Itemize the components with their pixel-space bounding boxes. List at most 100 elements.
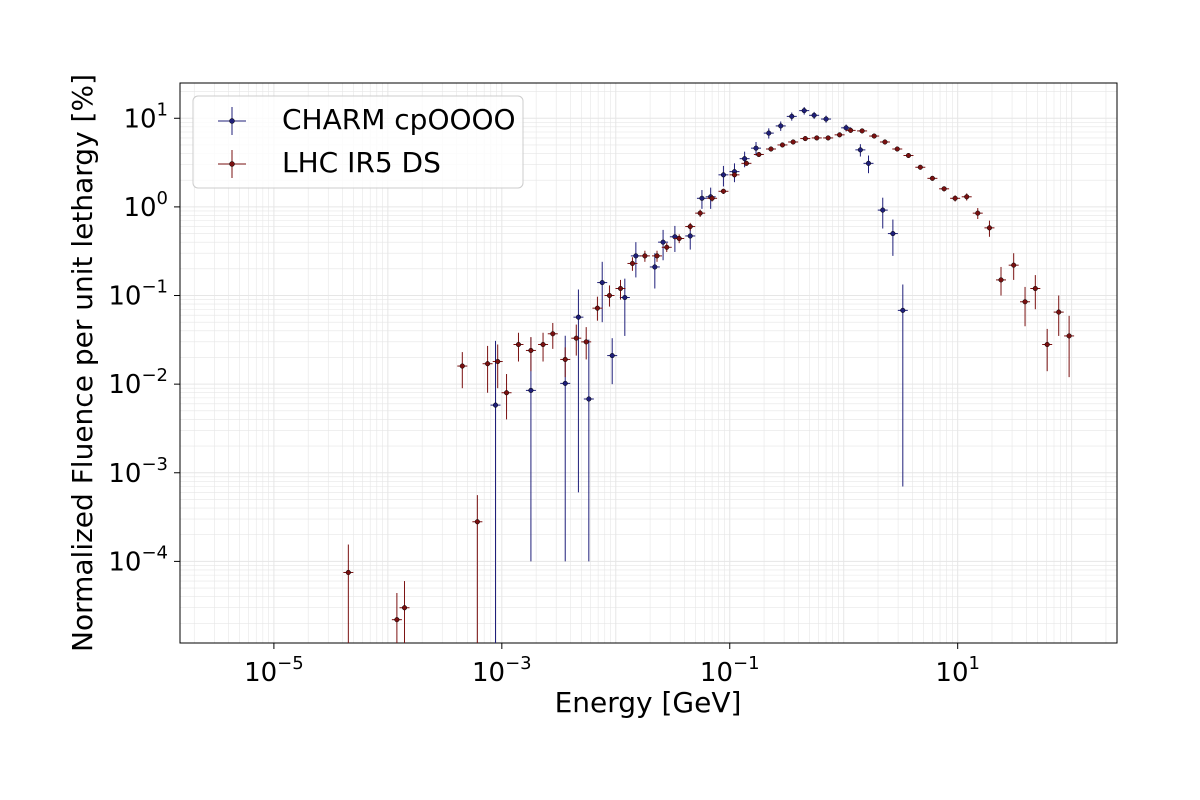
data-point [609, 353, 615, 359]
data-point [894, 146, 900, 152]
data-point [540, 341, 546, 348]
data-point [633, 253, 639, 259]
data-point [857, 147, 863, 153]
data-point [345, 569, 351, 576]
data-point [766, 130, 772, 136]
data-point [492, 402, 499, 408]
data-point [941, 186, 947, 192]
legend-point [229, 161, 235, 167]
data-point [743, 160, 749, 166]
data-point [753, 145, 759, 151]
data-point [664, 244, 670, 250]
data-point [998, 277, 1004, 283]
data-point [1011, 262, 1017, 268]
data-point [1056, 309, 1062, 315]
legend-marker-lhc [218, 150, 246, 178]
data-point [515, 341, 522, 348]
data-point [652, 264, 658, 270]
legend: CHARM cpOOOO LHC IR5 DS [192, 95, 524, 189]
y-tick-label: 100 [123, 188, 168, 223]
legend-box [192, 95, 524, 189]
legend-marker-charm [218, 107, 246, 135]
data-point [986, 225, 993, 231]
data-point [1066, 333, 1072, 339]
data-point [964, 194, 970, 200]
data-point [622, 294, 628, 301]
data-point [617, 285, 624, 292]
data-point [550, 331, 556, 337]
data-point [1032, 285, 1038, 292]
x-tick-label: 10−5 [244, 653, 304, 688]
data-point [528, 347, 534, 353]
data-point [562, 356, 568, 362]
data-point [790, 139, 796, 145]
data-point [654, 253, 660, 259]
legend-label-lhc: LHC IR5 DS [282, 146, 441, 179]
data-point [586, 396, 592, 402]
data-point [952, 195, 958, 201]
data-point [495, 358, 501, 365]
y-tick-label: 10−2 [108, 365, 168, 400]
data-point [837, 132, 843, 138]
data-point [687, 233, 693, 239]
y-tick-label: 101 [123, 99, 168, 134]
data-point [687, 224, 693, 230]
data-point [768, 146, 774, 152]
data-point [720, 172, 726, 178]
data-point [801, 108, 807, 114]
data-point [594, 305, 600, 311]
data-point [890, 231, 896, 237]
y-axis-label: Normalized Fluence per unit lethargy [%] [66, 74, 99, 652]
x-tick-labels: 10−5 10−3 10−1 101 [244, 653, 980, 688]
data-series [343, 107, 1075, 643]
y-tick-labels: 10−4 10−3 10−2 10−1 100 101 [108, 99, 168, 577]
data-point [394, 617, 400, 623]
data-point [583, 339, 589, 345]
x-axis-label: Energy [GeV] [555, 686, 742, 719]
data-point [859, 128, 865, 134]
data-point [720, 188, 726, 194]
data-point [802, 136, 808, 142]
data-point [823, 116, 829, 122]
data-point [459, 363, 465, 369]
legend-label-charm: CHARM cpOOOO [282, 103, 516, 136]
data-point [474, 519, 480, 525]
data-point [709, 195, 715, 201]
data-point [848, 127, 854, 133]
data-point [599, 280, 605, 286]
data-point [789, 113, 795, 119]
plot-area-frame [179, 82, 1118, 644]
data-point [778, 123, 784, 129]
series-lhc [343, 127, 1075, 643]
data-point [606, 292, 613, 299]
data-point [929, 175, 935, 181]
data-point [672, 234, 678, 240]
data-point [676, 235, 682, 242]
y-tick-label: 10−4 [108, 542, 168, 577]
data-point [1044, 341, 1050, 348]
data-point [503, 390, 510, 396]
data-point [699, 195, 705, 201]
x-tick-label: 10−3 [472, 653, 532, 688]
x-tick-label: 10−1 [700, 653, 760, 688]
data-point [575, 314, 581, 320]
data-point [975, 210, 981, 216]
data-point [629, 260, 635, 267]
data-point [697, 210, 703, 216]
axis-ticks [174, 117, 959, 649]
y-tick-label: 10−1 [108, 277, 168, 312]
data-point [900, 307, 906, 313]
data-point [401, 605, 408, 611]
data-point [779, 142, 786, 148]
data-point [917, 164, 923, 170]
data-point [865, 160, 872, 166]
series-charm [490, 107, 908, 643]
data-point [871, 133, 877, 139]
data-point [756, 151, 762, 158]
data-point [742, 156, 748, 162]
x-tick-label: 101 [935, 653, 980, 688]
data-point [660, 239, 666, 245]
data-point [573, 335, 579, 341]
data-point [485, 361, 491, 367]
